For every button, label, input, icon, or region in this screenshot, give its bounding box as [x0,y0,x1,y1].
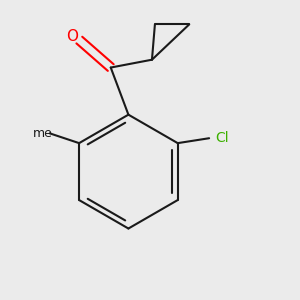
Text: O: O [67,28,79,44]
Text: Cl: Cl [215,131,229,145]
Text: me: me [33,127,53,140]
